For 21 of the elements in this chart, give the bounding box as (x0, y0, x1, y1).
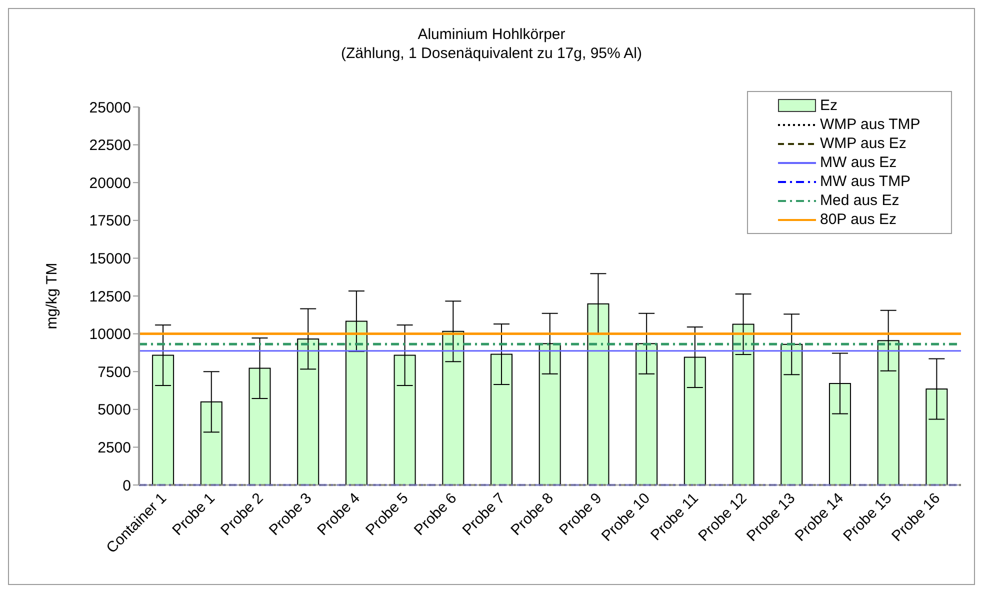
legend-label: Ez (820, 96, 838, 115)
y-tick-label: 10000 (89, 326, 131, 344)
legend-label: WMP aus Ez (820, 134, 906, 153)
legend-label: WMP aus TMP (820, 115, 920, 134)
legend-label: Med aus Ez (820, 191, 900, 210)
y-tick-label: 25000 (89, 99, 131, 116)
legend-label: MW aus TMP (820, 172, 911, 191)
chart-subtitle: (Zählung, 1 Dosenäquivalent zu 17g, 95% Al) (340, 44, 644, 63)
y-tick-label: 12500 (89, 288, 131, 306)
y-tick-label: 20000 (89, 174, 131, 192)
y-tick-label: 17500 (89, 212, 131, 230)
chart-title: Aluminium Hohlkörper (416, 25, 566, 44)
y-tick-label: 7500 (98, 364, 131, 381)
y-tick-label: 2500 (98, 440, 131, 457)
legend-label: 80P aus Ez (820, 210, 896, 229)
y-tick-label: 15000 (89, 250, 131, 268)
legend-label: MW aus Ez (820, 153, 897, 172)
y-tick-label: 5000 (98, 402, 131, 419)
y-tick-label: 22500 (89, 137, 131, 154)
y-axis-title: mg/kg TM (43, 262, 60, 330)
y-tick-label: 0 (122, 477, 131, 494)
